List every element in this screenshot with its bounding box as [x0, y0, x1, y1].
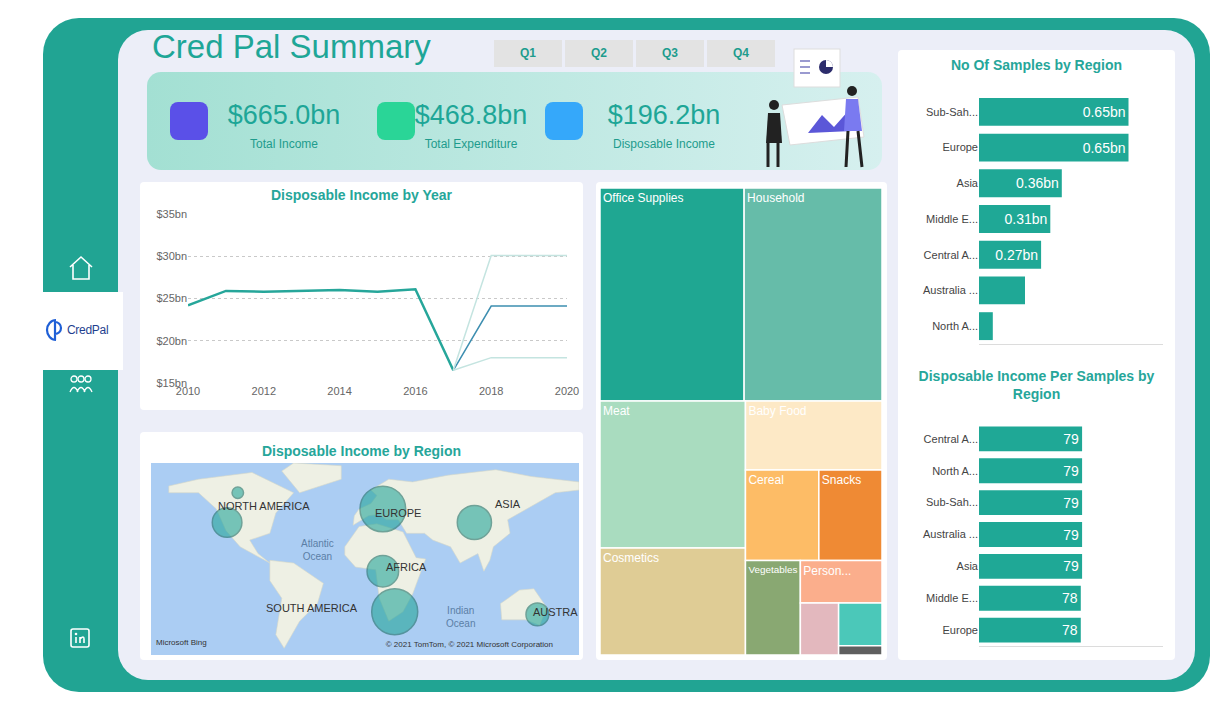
svg-text:Middle E...: Middle E... — [926, 592, 978, 604]
svg-text:IndianOcean: IndianOcean — [446, 605, 475, 629]
svg-text:AtlanticOcean: AtlanticOcean — [301, 538, 334, 562]
svg-text:NORTH AMERICA: NORTH AMERICA — [218, 500, 310, 512]
svg-text:Baby Food: Baby Food — [748, 404, 806, 418]
svg-text:SOUTH AMERICA: SOUTH AMERICA — [266, 602, 358, 614]
svg-text:Sub-Sah...: Sub-Sah... — [926, 496, 978, 508]
html-text:Disposable Income by Region: Disposable Income by Region — [261, 443, 462, 459]
svg-text:0.27bn: 0.27bn — [995, 247, 1038, 263]
svg-text:2018: 2018 — [479, 385, 503, 397]
svg-text:AUSTRA: AUSTRA — [533, 606, 578, 618]
svg-text:Vegetables: Vegetables — [748, 564, 797, 575]
html-text:Total Expenditure: Total Expenditure — [424, 137, 518, 151]
svg-text:79: 79 — [1063, 558, 1079, 574]
html-text:© 2021 TomTom, © 2021 Microsof: © 2021 TomTom, © 2021 Microsoft Corporat… — [385, 640, 553, 649]
svg-text:79: 79 — [1063, 431, 1079, 447]
svg-text:Europe: Europe — [943, 141, 978, 153]
html-text:Microsoft Bing: Microsoft Bing — [156, 638, 207, 647]
svg-text:2016: 2016 — [403, 385, 427, 397]
html-text:$468.8bn: $468.8bn — [414, 100, 528, 130]
html-text:Q1: Q1 — [520, 46, 536, 60]
svg-text:79: 79 — [1063, 463, 1079, 479]
svg-text:0.65bn: 0.65bn — [1083, 104, 1126, 120]
svg-text:Office Supplies: Office Supplies — [603, 191, 684, 205]
svg-text:$35bn: $35bn — [156, 208, 187, 220]
html-text:Disposable Income: Disposable Income — [613, 137, 715, 151]
svg-text:North A...: North A... — [932, 320, 978, 332]
svg-text:Household: Household — [747, 191, 804, 205]
svg-text:$20bn: $20bn — [156, 335, 187, 347]
html-text:Disposable Income Per Samples: Disposable Income Per Samples by Region — [918, 368, 1155, 402]
svg-text:Asia: Asia — [957, 177, 979, 189]
svg-text:$15bn: $15bn — [156, 377, 187, 389]
svg-text:2020: 2020 — [555, 385, 579, 397]
svg-text:EUROPE: EUROPE — [375, 507, 421, 519]
svg-text:Asia: Asia — [957, 560, 979, 572]
svg-text:78: 78 — [1062, 622, 1078, 638]
svg-text:0.65bn: 0.65bn — [1083, 140, 1126, 156]
svg-text:Snacks: Snacks — [822, 473, 861, 487]
html-text:Total Income: Total Income — [250, 137, 318, 151]
svg-text:North A...: North A... — [932, 465, 978, 477]
svg-text:Middle E...: Middle E... — [926, 213, 978, 225]
html-text:Q4: Q4 — [733, 46, 749, 60]
svg-text:AFRICA: AFRICA — [386, 561, 427, 573]
html-text:Q3: Q3 — [662, 46, 678, 60]
svg-text:$30bn: $30bn — [156, 250, 187, 262]
svg-text:2014: 2014 — [327, 385, 351, 397]
html-text:Cred Pal Summary: Cred Pal Summary — [152, 28, 431, 65]
svg-text:79: 79 — [1063, 527, 1079, 543]
html-text:No Of Samples by Region: No Of Samples by Region — [950, 57, 1123, 73]
html-text:CredPal: CredPal — [67, 323, 109, 337]
svg-text:$25bn: $25bn — [156, 292, 187, 304]
svg-text:0.31bn: 0.31bn — [1004, 211, 1047, 227]
svg-text:Europe: Europe — [943, 624, 978, 636]
svg-text:Cosmetics: Cosmetics — [603, 551, 659, 565]
svg-text:Australia ...: Australia ... — [923, 528, 978, 540]
html-text:$196.2bn: $196.2bn — [607, 100, 721, 130]
svg-text:ASIA: ASIA — [495, 498, 521, 510]
html-text:Disposable Income by Year: Disposable Income by Year — [271, 187, 452, 203]
svg-text:Australia ...: Australia ... — [923, 284, 978, 296]
svg-text:2010: 2010 — [176, 385, 200, 397]
svg-text:Sub-Sah...: Sub-Sah... — [926, 106, 978, 118]
svg-text:Cereal: Cereal — [748, 473, 783, 487]
svg-text:Person...: Person... — [803, 564, 851, 578]
html-text:$665.0bn: $665.0bn — [227, 100, 341, 130]
svg-text:78: 78 — [1062, 590, 1078, 606]
svg-text:79: 79 — [1063, 495, 1079, 511]
svg-text:Central A...: Central A... — [924, 433, 978, 445]
svg-text:Meat: Meat — [603, 404, 630, 418]
svg-text:2012: 2012 — [252, 385, 276, 397]
svg-text:Central A...: Central A... — [924, 249, 978, 261]
html-text:Q2: Q2 — [591, 46, 607, 60]
svg-text:0.36bn: 0.36bn — [1016, 175, 1059, 191]
